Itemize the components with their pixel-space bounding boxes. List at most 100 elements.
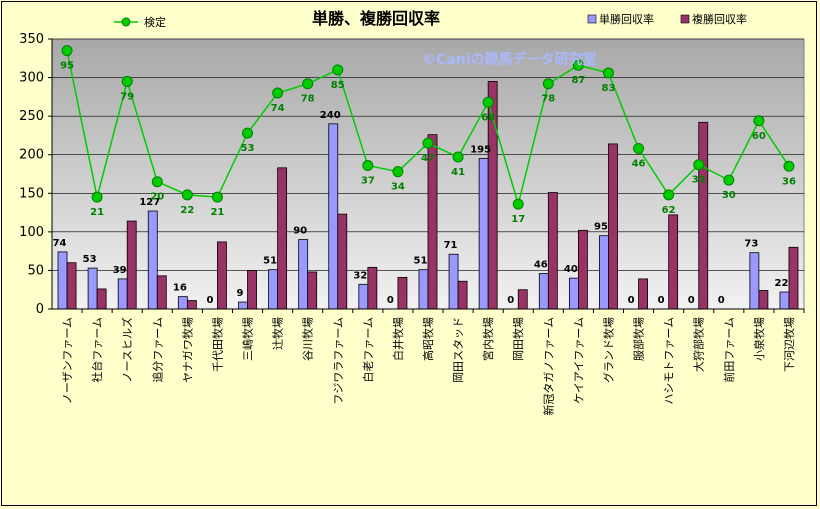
x-tick-label: ケイアイファーム <box>572 317 585 404</box>
x-tick-label: 千代田牧場 <box>210 317 224 372</box>
line-data-label: 30 <box>722 190 736 201</box>
bar-data-label: 0 <box>688 295 695 306</box>
bar-data-label: 73 <box>744 239 758 250</box>
legend-label-tansho: 単勝回収率 <box>599 12 654 26</box>
bar-data-label: 53 <box>83 254 97 265</box>
bar-fukusho <box>126 220 137 310</box>
bar-fukusho <box>247 270 257 310</box>
y-tick-label: 250 <box>19 109 44 124</box>
bar-tansho <box>358 283 369 310</box>
watermark: ©Caniの競馬データ研究室 <box>422 51 597 68</box>
bar-data-label: 74 <box>53 238 67 249</box>
line-point <box>181 189 193 201</box>
line-data-label: 21 <box>210 207 224 218</box>
y-tick-label: 150 <box>19 186 44 201</box>
x-tick-label: 高昭牧場 <box>421 317 435 361</box>
x-tick-label: グランド牧場 <box>601 317 615 383</box>
bar-fukusho <box>457 280 468 310</box>
line-data-label: 46 <box>632 159 646 170</box>
bar-tansho <box>87 267 98 310</box>
bar-fukusho <box>156 275 167 310</box>
legend-label-fukusho: 複勝回収率 <box>692 12 747 26</box>
x-tick-label: ハシモトファーム <box>663 317 676 405</box>
line-point <box>633 143 645 155</box>
bar-data-label: 71 <box>444 240 458 251</box>
legend: 検定 単勝回収率 複勝回収率 <box>114 12 747 29</box>
bar-fukusho <box>547 192 558 310</box>
bar-data-label: 22 <box>774 278 788 289</box>
line-series: 95 21 79 20 22 21 53 74 78 85 37 34 47 41 68 17 78 87 83 46… <box>60 45 796 225</box>
bar-fukusho <box>397 276 408 310</box>
line-point <box>151 176 163 188</box>
chart-title: 単勝、複勝回収率 <box>312 9 440 28</box>
x-tick-label: 小泉牧場 <box>752 317 766 361</box>
line-data-label: 34 <box>391 182 405 193</box>
x-tick-label: 辻牧場 <box>271 317 285 350</box>
bar-fukusho <box>578 229 588 310</box>
line-data-label: 79 <box>120 91 134 102</box>
bar-data-label: 40 <box>564 264 578 275</box>
bar-data-label: 0 <box>206 295 213 306</box>
line-data-label: 22 <box>180 205 194 216</box>
line-data-label: 17 <box>511 214 525 225</box>
line-point <box>362 160 374 172</box>
bar-tansho <box>599 235 609 310</box>
x-tick-label: 岡田スタッド <box>452 317 465 383</box>
line-point <box>272 87 284 99</box>
x-tick-label: 谷川牧場 <box>301 317 315 361</box>
line-data-label: 53 <box>241 143 255 154</box>
line-data-label: 20 <box>150 192 164 203</box>
bar-tansho <box>57 251 68 310</box>
line-data-label: 95 <box>60 61 74 72</box>
x-tick-label: フジワラファーム <box>332 317 345 405</box>
legend-line-marker <box>121 17 131 27</box>
line-data-label: 33 <box>692 175 706 186</box>
line-data-label: 41 <box>451 167 465 178</box>
x-tick-label: ヤナガワ牧場 <box>180 317 194 383</box>
x-tick-label: 前田ファーム <box>722 317 736 383</box>
line-data-label: 83 <box>602 83 616 94</box>
line-data-label: 68 <box>481 112 495 123</box>
line-data-label: 85 <box>331 80 345 91</box>
x-tick-label: ノースヒルズ <box>120 317 134 382</box>
bar-fukusho <box>96 288 107 310</box>
y-tick-label: 350 <box>19 32 44 47</box>
legend-swatch-fukusho <box>680 14 690 24</box>
bar-tansho <box>238 301 248 310</box>
line-point <box>242 127 254 139</box>
bar-tansho <box>749 252 760 310</box>
line-point <box>753 115 765 127</box>
bar-fukusho <box>337 213 348 310</box>
bar-fukusho <box>307 271 318 310</box>
bar-data-label: 90 <box>293 226 307 237</box>
line-point <box>422 137 434 149</box>
x-tick-label: 白井牧場 <box>391 317 405 361</box>
line-point <box>512 198 524 210</box>
line-point <box>723 174 735 186</box>
bar-fukusho <box>217 241 227 310</box>
bar-fukusho <box>758 290 769 310</box>
line-point <box>572 59 584 71</box>
gridlines <box>52 38 804 271</box>
bar-data-label: 0 <box>658 295 665 306</box>
bar-data-label: 16 <box>173 283 187 294</box>
x-tick-label: 追分ファーム <box>150 317 164 383</box>
line-point <box>482 96 494 108</box>
bar-data-label: 0 <box>507 295 514 306</box>
bar-fukusho <box>517 289 528 310</box>
bar-tansho <box>298 239 309 310</box>
bar-fukusho <box>367 266 378 310</box>
bar-fukusho <box>788 246 799 310</box>
bar-tansho <box>117 278 128 310</box>
bar-tansho <box>418 269 429 310</box>
bar-data-label: 51 <box>263 256 277 267</box>
line-data-label: 21 <box>90 207 104 218</box>
y-tick-label: 0 <box>36 302 44 317</box>
line-point <box>392 166 404 178</box>
line-point <box>663 189 675 201</box>
bar-tansho <box>147 210 158 310</box>
bar-fukusho <box>277 167 288 310</box>
bar-data-label: 0 <box>628 295 635 306</box>
line-point <box>121 75 133 87</box>
